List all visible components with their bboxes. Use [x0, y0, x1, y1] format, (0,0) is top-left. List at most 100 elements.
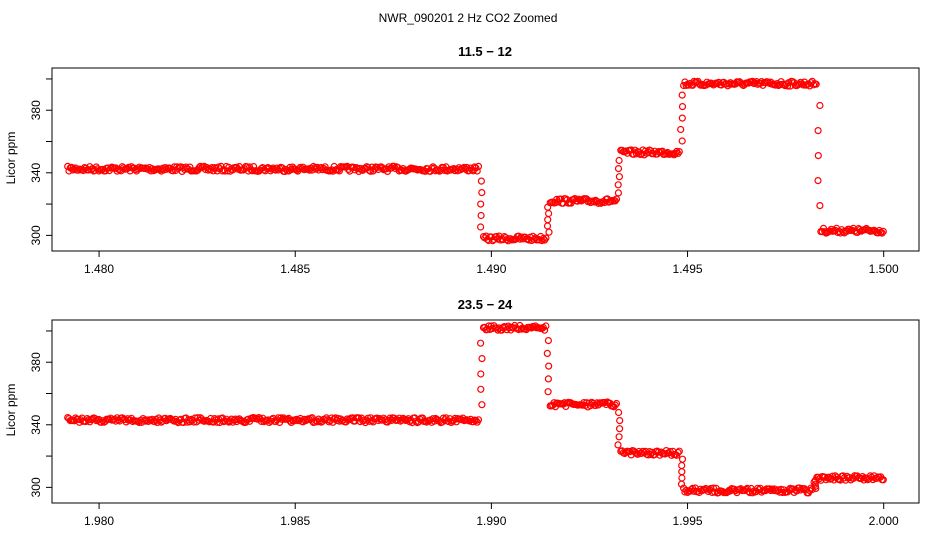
data-point [614, 408, 623, 417]
data-point [274, 414, 282, 422]
y-tick-label: 300 [29, 477, 43, 497]
x-axis: 1.480 1.485 1.490 1.495 1.500 [84, 251, 899, 276]
data-point [542, 234, 550, 242]
data-point [539, 234, 547, 243]
data-point [517, 325, 525, 333]
data-point [678, 91, 686, 99]
data-point [106, 164, 115, 172]
data-point [474, 416, 483, 424]
x-axis: 1.980 1.985 1.990 1.995 2.000 [84, 503, 899, 528]
data-point [678, 474, 686, 482]
y-tick-label: 300 [29, 225, 43, 245]
data-points [64, 321, 887, 497]
data-point [826, 227, 834, 235]
y-tick-label: 380 [29, 352, 43, 372]
y-tick-label: 340 [29, 162, 43, 182]
data-point [170, 417, 178, 425]
data-point [421, 417, 429, 425]
data-point [253, 415, 262, 423]
data-point [761, 79, 770, 87]
data-point [828, 472, 837, 480]
data-point [412, 417, 420, 425]
data-point [224, 167, 232, 175]
data-point [218, 167, 226, 175]
data-point [544, 388, 552, 396]
data-point [679, 81, 688, 90]
data-point [590, 198, 599, 206]
data-point [205, 418, 213, 426]
data-point [678, 461, 686, 470]
data-point [595, 198, 604, 206]
data-point [542, 322, 550, 330]
data-point [477, 223, 485, 231]
data-point [812, 80, 820, 88]
data-point [677, 125, 685, 134]
data-point [544, 209, 553, 218]
x-tick-label: 1.980 [84, 514, 114, 528]
y-axis: 300 340 380 [29, 78, 52, 245]
data-point [614, 165, 623, 173]
data-point [816, 101, 824, 110]
data-point [543, 222, 552, 230]
data-point [614, 181, 622, 189]
data-point [588, 198, 596, 206]
data-point [606, 198, 614, 206]
data-point [879, 227, 887, 235]
data-point [769, 486, 777, 494]
data-point [477, 370, 485, 378]
data-point [675, 148, 683, 156]
data-point [540, 326, 549, 334]
data-point [674, 448, 682, 457]
data-point [783, 82, 792, 90]
data-point [709, 484, 718, 492]
data-point [477, 211, 485, 220]
data-point [615, 173, 624, 181]
panel-title: 23.5 − 24 [458, 297, 513, 312]
data-point [257, 417, 265, 425]
data-point [142, 417, 150, 425]
data-point [451, 414, 459, 422]
data-point [161, 164, 169, 172]
data-point [678, 455, 687, 463]
data-point [478, 189, 486, 197]
y-axis-label: Licor ppm [4, 384, 18, 437]
x-tick-label: 1.500 [869, 262, 899, 276]
data-point [326, 167, 334, 175]
panel-bottom: 23.5 − 24 Licor ppm 1.980 1.985 1.990 1.995… [4, 297, 920, 528]
data-point [544, 203, 552, 211]
panel-title: 11.5 − 12 [458, 44, 512, 59]
data-point [615, 156, 623, 165]
data-point [300, 415, 308, 423]
data-point [543, 349, 551, 357]
data-point [678, 114, 686, 122]
data-point [615, 425, 624, 433]
data-point [316, 417, 324, 425]
data-point [746, 489, 754, 497]
data-point [221, 167, 229, 175]
data-point [811, 476, 820, 484]
data-point [473, 167, 481, 175]
x-tick-label: 1.995 [673, 514, 703, 528]
x-tick-label: 1.990 [476, 514, 506, 528]
data-point [343, 415, 351, 423]
data-point [97, 418, 106, 426]
data-point [765, 485, 774, 493]
data-point [278, 415, 286, 424]
data-point [696, 81, 705, 89]
data-points [64, 77, 887, 245]
data-point [544, 337, 553, 345]
x-tick-label: 1.985 [280, 514, 310, 528]
data-point [685, 81, 693, 89]
data-point [544, 375, 553, 383]
x-tick-label: 1.485 [280, 262, 310, 276]
data-point [530, 235, 538, 243]
figure-title: NWR_090201 2 Hz CO2 Zoomed [379, 11, 558, 25]
panel-top: 11.5 − 12 Licor ppm 1.480 1.485 1.490 1.495… [4, 44, 920, 276]
x-tick-label: 1.480 [84, 262, 114, 276]
data-point [681, 488, 689, 496]
data-point [816, 202, 824, 210]
plot-frame [51, 67, 920, 252]
data-point [614, 441, 622, 449]
data-point [478, 355, 486, 363]
